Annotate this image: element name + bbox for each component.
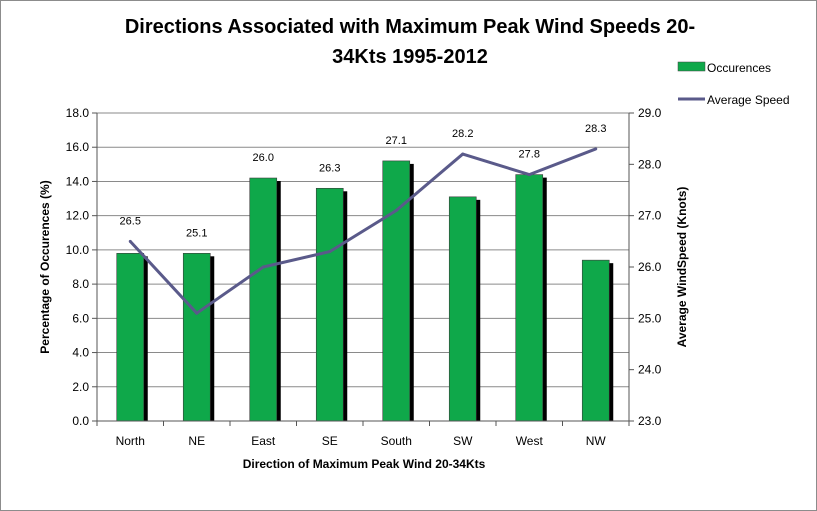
data-label: 26.3: [319, 162, 340, 174]
bar-series: [116, 160, 614, 422]
gridlines: [97, 112, 629, 388]
y-axis-label: Percentage of Occurences (%): [38, 180, 52, 353]
y-tick-label: 18.0: [66, 106, 90, 120]
x-tick-label: East: [251, 434, 276, 448]
bar: [382, 160, 411, 422]
data-label: 26.0: [253, 152, 274, 164]
data-label: 25.1: [186, 227, 207, 239]
y-tick-label: 8.0: [72, 277, 89, 291]
x-tick-label: SW: [453, 434, 473, 448]
y-tick-label: 16.0: [66, 140, 90, 154]
line-point: [328, 250, 332, 254]
y2-tick-label: 26.0: [638, 260, 662, 274]
x-tick-label: South: [381, 434, 412, 448]
chart-title-line-2: 34Kts 1995-2012: [332, 46, 488, 68]
tick-labels: 0.0 2.0 4.0 6.0 8.0 10.0 12.0 14.0 16.0 18.0 23.0 2…: [66, 106, 662, 448]
y-tick-label: 4.0: [72, 346, 89, 360]
y2-tick-label: 24.0: [638, 363, 662, 377]
data-label: 26.5: [120, 215, 141, 227]
line-point: [128, 239, 132, 243]
data-label: 28.3: [585, 123, 606, 135]
data-label: 27.8: [519, 149, 540, 161]
bar: [581, 259, 610, 422]
y2-tick-label: 28.0: [638, 157, 662, 171]
y-tick-label: 0.0: [72, 414, 89, 428]
data-label: 27.1: [386, 135, 407, 147]
y-tick-label: 6.0: [72, 311, 89, 325]
x-tick-label: West: [516, 434, 544, 448]
bar: [515, 174, 544, 422]
x-tick-label: SE: [322, 434, 338, 448]
line-path-average-speed: [129, 147, 597, 315]
x-tick-label: NW: [586, 434, 607, 448]
y-tick-label: 10.0: [66, 243, 90, 257]
legend-swatch-occurences: [677, 61, 706, 72]
line-point: [261, 265, 265, 269]
y2-tick-label: 27.0: [638, 209, 662, 223]
x-tick-label: NE: [188, 434, 205, 448]
line-point: [394, 209, 398, 213]
y-tick-label: 12.0: [66, 209, 90, 223]
legend-label-average-speed: Average Speed: [707, 93, 790, 107]
line-point: [527, 173, 531, 177]
axes: [92, 112, 634, 426]
bar: [448, 196, 477, 422]
y-tick-label: 14.0: [66, 174, 90, 188]
chart-title-line-1: Directions Associated with Maximum Peak …: [125, 16, 695, 38]
y-tick-label: 2.0: [72, 380, 89, 394]
x-tick-label: North: [116, 434, 145, 448]
x-axis-label: Direction of Maximum Peak Wind 20-34Kts: [243, 457, 486, 471]
line-series: 26.5 25.1 26.0 26.3 27.1 28.2 27.8 28.3: [120, 123, 606, 315]
bar: [116, 253, 145, 422]
y2-axis-label: Average WindSpeed (Knots): [675, 187, 689, 348]
legend: Occurences Average Speed: [677, 61, 790, 107]
line-point: [461, 152, 465, 156]
line-point: [594, 147, 598, 151]
y2-tick-label: 23.0: [638, 414, 662, 428]
bar: [182, 253, 211, 422]
data-label: 28.2: [452, 128, 473, 140]
bar: [249, 177, 278, 422]
y2-tick-label: 25.0: [638, 311, 662, 325]
line-point: [195, 311, 199, 315]
bar: [315, 187, 344, 422]
y2-tick-label: 29.0: [638, 106, 662, 120]
legend-label-occurences: Occurences: [707, 61, 771, 75]
